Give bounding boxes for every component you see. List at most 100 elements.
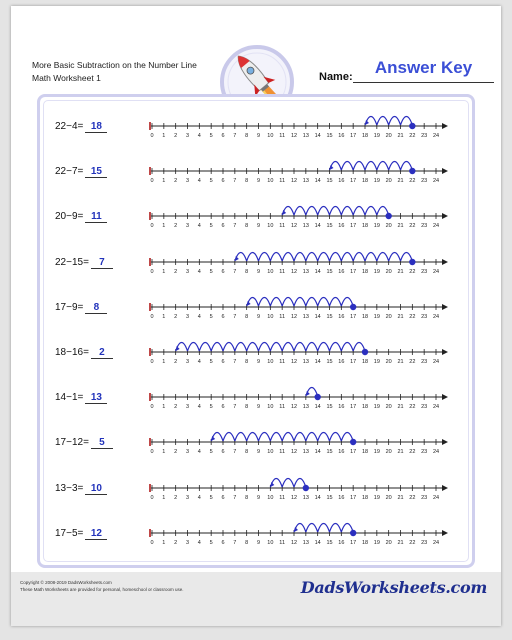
tick-label: 8 — [245, 449, 248, 455]
tick-label: 11 — [279, 223, 285, 229]
tick-label: 8 — [245, 269, 248, 275]
problem-expression: 13−3= — [55, 482, 84, 494]
tick-label: 21 — [397, 540, 403, 546]
start-point — [409, 122, 416, 130]
tick-label: 23 — [421, 495, 427, 501]
tick-label: 14 — [315, 223, 321, 229]
hop-arc — [257, 341, 271, 352]
tick-label: 12 — [291, 223, 297, 229]
tick-label: 20 — [386, 223, 392, 229]
tick-label: 9 — [257, 269, 260, 275]
tick-label: 21 — [397, 269, 403, 275]
tick-label: 15 — [326, 314, 332, 320]
tick-label: 19 — [374, 178, 380, 184]
tick-label: 0 — [150, 223, 153, 229]
hop-arc — [305, 296, 319, 306]
problem-expression: 22−7= — [55, 166, 84, 178]
tick-label: 8 — [245, 223, 248, 229]
footer: Copyright © 2008-2019 DadsWorksheets.com… — [11, 572, 501, 626]
tick-label: 6 — [221, 314, 224, 320]
hop-arc — [305, 432, 319, 442]
tick-label: 16 — [338, 223, 344, 229]
hop-arc — [257, 251, 271, 261]
tick-label: 17 — [350, 269, 356, 275]
hop-arc — [317, 296, 331, 306]
tick-label: 18 — [362, 404, 368, 410]
hop-arc — [388, 251, 402, 261]
tick-label: 21 — [397, 404, 403, 410]
tick-label: 18 — [362, 495, 368, 501]
problem-row: 17−5= 12 0 1 2 3 4 5 6 7 8 9 10 11 12 13 14 15 16 17 18 19 20 2… — [40, 509, 472, 555]
hop-arc — [388, 115, 402, 126]
hop-arc — [246, 341, 260, 352]
number-line: 0 1 2 3 4 5 6 7 8 9 10 11 12 13 14 15 16 17 18 19 20 21 22 23 24 — [149, 477, 448, 501]
tick-label: 15 — [326, 223, 332, 229]
tick-label: 5 — [210, 178, 213, 184]
tick-label: 6 — [221, 178, 224, 184]
problem-text: 17−12= 5 — [55, 437, 113, 450]
tick-label: 7 — [233, 495, 236, 501]
hop-arc — [340, 296, 354, 306]
tick-label: 13 — [303, 359, 309, 365]
hop-arc — [234, 341, 248, 352]
tick-label: 15 — [326, 540, 332, 546]
tick-label: 17 — [350, 540, 356, 546]
tick-label: 22 — [409, 540, 415, 546]
tick-label: 7 — [233, 269, 236, 275]
tick-label: 20 — [386, 495, 392, 501]
hop-arc — [293, 477, 307, 487]
tick-label: 9 — [257, 540, 260, 546]
hop-arc — [364, 161, 378, 171]
answer-key-label: Answer Key — [374, 58, 473, 77]
tick-label: 15 — [326, 404, 332, 410]
name-line — [353, 82, 494, 83]
problem-text: 22−4= 18 — [55, 121, 108, 133]
tick-label: 10 — [267, 133, 273, 139]
tick-label: 21 — [397, 449, 403, 455]
tick-label: 2 — [174, 404, 177, 410]
hop-arc — [399, 115, 413, 126]
hop-arc — [376, 251, 390, 261]
tick-label: 4 — [198, 314, 201, 320]
tick-label: 5 — [210, 314, 213, 320]
tick-label: 17 — [350, 449, 356, 455]
tick-label: 9 — [257, 404, 260, 410]
answer-value: 2 — [90, 347, 113, 359]
number-line: 0 1 2 3 4 5 6 7 8 9 10 11 12 13 14 15 16 17 18 19 20 21 22 23 24 — [149, 115, 448, 139]
problem-text: 14−1= 13 — [55, 392, 108, 405]
hop-arrowhead — [329, 165, 334, 171]
tick-label: 10 — [267, 359, 273, 365]
start-point — [302, 484, 310, 491]
tick-label: 20 — [386, 178, 392, 184]
tick-label: 23 — [421, 540, 427, 546]
tick-label: 1 — [162, 133, 165, 139]
tick-label: 0 — [150, 269, 153, 275]
tick-label: 11 — [279, 133, 285, 139]
tick-label: 2 — [174, 133, 177, 139]
tick-label: 17 — [350, 359, 356, 365]
hop-arc — [340, 341, 354, 352]
tick-label: 1 — [162, 495, 165, 501]
hop-arrowhead — [211, 436, 216, 442]
tick-label: 13 — [303, 449, 309, 455]
problem-text: 13−3= 10 — [55, 482, 108, 495]
tick-label: 14 — [315, 404, 321, 410]
tick-label: 2 — [174, 359, 177, 365]
problem-row: 17−9= 8 0 1 2 3 4 5 6 7 8 9 10 11 12 13 14 15 16 17 18 19 20 21… — [40, 283, 472, 329]
hop-arc — [305, 251, 319, 261]
tick-label: 11 — [279, 178, 285, 184]
tick-label: 24 — [433, 359, 439, 365]
tick-label: 8 — [245, 540, 248, 546]
tick-label: 5 — [210, 540, 213, 546]
hop-arc — [210, 341, 224, 352]
tick-label: 24 — [433, 449, 439, 455]
number-line: 0 1 2 3 4 5 6 7 8 9 10 11 12 13 14 15 16 17 18 19 20 21 22 23 24 — [149, 522, 448, 546]
tick-label: 9 — [257, 359, 260, 365]
tick-label: 2 — [174, 449, 177, 455]
tick-label: 22 — [409, 495, 415, 501]
hop-arc — [340, 206, 354, 216]
tick-label: 1 — [162, 359, 165, 365]
tick-label: 20 — [386, 540, 392, 546]
hop-arc — [246, 251, 260, 261]
start-point — [349, 303, 357, 310]
